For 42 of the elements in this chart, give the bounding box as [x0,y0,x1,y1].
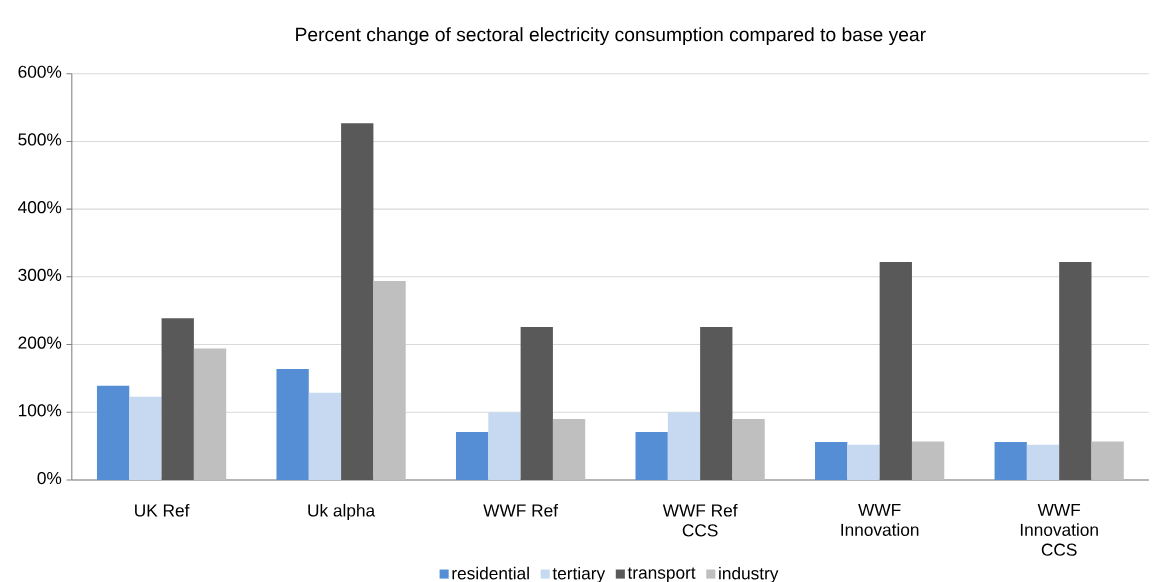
x-tick-label: Uk alpha [308,503,376,521]
x-tick-label: WWF Innovation CCS [1020,503,1098,556]
legend-label: tertiary [552,566,606,582]
bar [847,444,880,480]
y-tick-label: 0% [37,471,62,485]
legend-label: transport [627,567,696,582]
bar [96,385,130,480]
bar [373,280,406,480]
legend-label: residential [452,566,529,580]
x-tick-label: WWF Ref [483,503,559,517]
x-tick-label: WWF Ref CCS [662,503,738,537]
bar [667,412,701,480]
y-tick-label: 400% [18,201,62,214]
legend-label: industry [719,566,779,582]
bar [911,441,945,480]
y-tick-label: 100% [18,404,62,417]
bar [455,431,489,480]
chart-title: Percent change of sectoral electricity consumption compared to base year [296,27,926,46]
bar [129,396,162,480]
bar [161,318,194,480]
bar [994,442,1027,480]
bar [341,123,374,480]
bar [635,431,668,480]
bar [732,419,765,480]
bar [308,392,342,480]
bar [488,412,521,480]
y-tick-label: 500% [18,133,62,146]
bar [700,326,733,480]
y-tick-label: 200% [18,336,62,349]
bar [1059,261,1092,480]
bar [193,348,227,480]
bar [1026,444,1060,480]
y-tick-label: 300% [18,268,62,281]
bar [879,261,912,480]
y-tick-label: 600% [18,65,62,78]
bar [1091,441,1124,480]
x-tick-label: UK Ref [135,503,190,517]
bar [276,368,309,480]
bar [552,419,586,480]
x-tick-label: WWF Innovation [841,503,919,536]
bar [520,326,553,480]
bar [815,442,848,480]
